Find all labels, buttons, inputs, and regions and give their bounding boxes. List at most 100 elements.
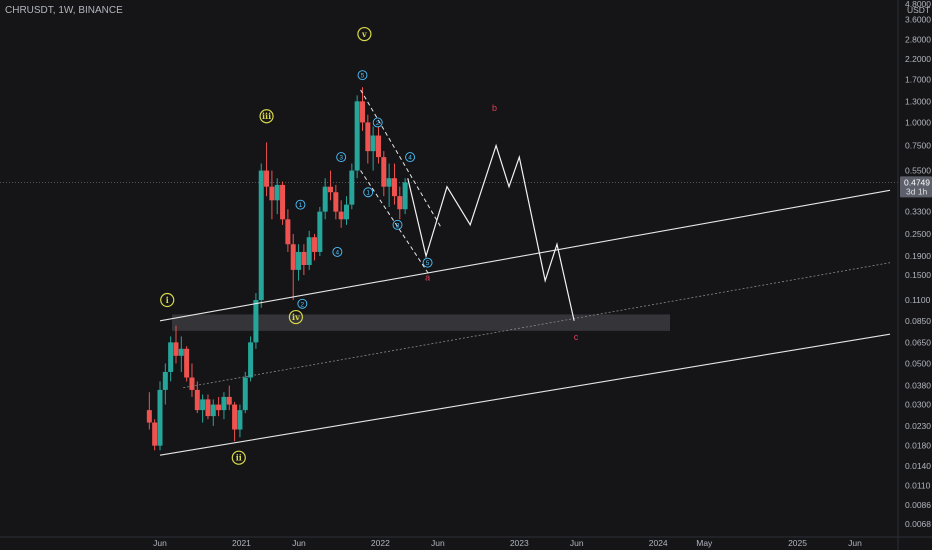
- candle-body: [237, 410, 243, 430]
- candle: [258, 163, 264, 308]
- subwave-label-ring: [392, 219, 403, 230]
- corrective-label-a: a: [425, 273, 430, 283]
- price-tick-label: 0.0380: [905, 381, 931, 391]
- wave-label-ring: [160, 292, 175, 308]
- wave-label-iii: iii: [259, 109, 274, 124]
- candle-body: [359, 101, 365, 123]
- wave-label-ring: [259, 109, 274, 124]
- candle: [226, 385, 232, 411]
- candle: [242, 371, 248, 414]
- candle: [365, 114, 371, 164]
- price-tick-label: 0.1100: [905, 295, 931, 305]
- wave-label-ring: [231, 450, 246, 465]
- corrective-label-c: c: [574, 332, 579, 342]
- candle-body: [178, 348, 184, 356]
- price-tick-label: 1.3000: [905, 96, 931, 106]
- candle-body: [258, 170, 264, 301]
- subwave-label-text: 5: [426, 260, 430, 267]
- candle: [386, 163, 392, 207]
- time-tick-label: Jun: [153, 538, 167, 548]
- candle: [280, 181, 286, 225]
- candle: [173, 325, 179, 364]
- candle: [210, 399, 216, 426]
- candle-body: [269, 186, 275, 201]
- subwave-label-ring: [295, 199, 306, 210]
- subwave-label-text: 1: [366, 190, 370, 197]
- candle: [168, 336, 174, 382]
- time-tick-label: 2023: [510, 538, 529, 548]
- price-tick-label: 1.7000: [905, 75, 931, 85]
- time-tick-label: 2024: [649, 538, 668, 548]
- candle: [328, 170, 334, 201]
- candle-body: [189, 377, 195, 390]
- subwave-label-text: 4: [408, 155, 412, 162]
- price-axis-top-value: 4.8000: [905, 0, 931, 9]
- subwave-label-3: 3: [336, 152, 347, 163]
- candle: [253, 293, 259, 349]
- price-tick-label: 2.8000: [905, 35, 931, 45]
- price-tick-label: 0.0068: [905, 519, 931, 529]
- candle: [381, 151, 387, 197]
- candle-body: [322, 186, 328, 212]
- channel-line-upper: [159, 189, 891, 322]
- candle-body: [232, 404, 238, 430]
- subwave-label-4: 4: [405, 152, 416, 163]
- candle: [189, 363, 195, 397]
- candle-body: [210, 404, 216, 417]
- candle-body: [194, 389, 200, 411]
- price-tick-label: 1.0000: [905, 117, 931, 127]
- candle-body: [290, 244, 296, 270]
- candle: [248, 336, 254, 382]
- candle-body: [301, 251, 307, 266]
- candle: [194, 381, 200, 414]
- candle-body: [216, 404, 222, 411]
- candle-body: [397, 196, 403, 210]
- subwave-label-text: 2: [301, 301, 305, 308]
- subwave-label-text: 2: [376, 120, 380, 127]
- candle-body: [157, 389, 163, 446]
- candle-body: [248, 342, 254, 378]
- wave-label-i: i: [160, 292, 175, 308]
- candle: [184, 346, 190, 382]
- price-tick-label: 0.0140: [905, 461, 931, 471]
- price-tick-label: 0.0086: [905, 500, 931, 510]
- subwave-label-4: 4: [332, 246, 343, 257]
- time-tick-label: Jun: [848, 538, 862, 548]
- candle-body: [354, 101, 360, 171]
- subwave-label-ring: [297, 298, 308, 309]
- candle: [349, 163, 355, 210]
- candle-body: [274, 184, 280, 201]
- candle-body: [221, 396, 227, 411]
- subwave-label-ring: [422, 257, 433, 268]
- candle: [162, 363, 168, 405]
- subwave-label-ring: [363, 187, 374, 198]
- time-tick-label: May: [696, 538, 713, 548]
- wave-label-iv: iv: [288, 309, 303, 325]
- candle: [216, 396, 222, 417]
- price-tick-label: 0.0650: [905, 337, 931, 347]
- time-tick-label: 2022: [371, 538, 390, 548]
- candle-body: [370, 135, 376, 152]
- subwave-label-text: 3: [396, 222, 400, 229]
- subwave-label-5: 5: [357, 70, 368, 81]
- price-tick-label: 0.5500: [905, 166, 931, 176]
- price-axis-bg: [898, 0, 932, 550]
- candle-body: [386, 178, 392, 187]
- candle: [274, 178, 280, 215]
- candle: [269, 170, 275, 220]
- wave-label-text: iii: [262, 111, 271, 121]
- candle-body: [381, 157, 387, 187]
- subwave-label-ring: [332, 246, 343, 257]
- candle-body: [205, 399, 211, 417]
- symbol-title: CHRUSDT, 1W, BINANCE: [5, 5, 123, 16]
- candle: [322, 178, 328, 220]
- candle-body: [365, 122, 371, 152]
- price-tick-label: 0.0110: [905, 480, 931, 490]
- candle: [391, 163, 397, 205]
- subwave-label-text: 3: [339, 155, 343, 162]
- candle-body: [173, 342, 179, 356]
- price-tick-label: 0.0180: [905, 441, 931, 451]
